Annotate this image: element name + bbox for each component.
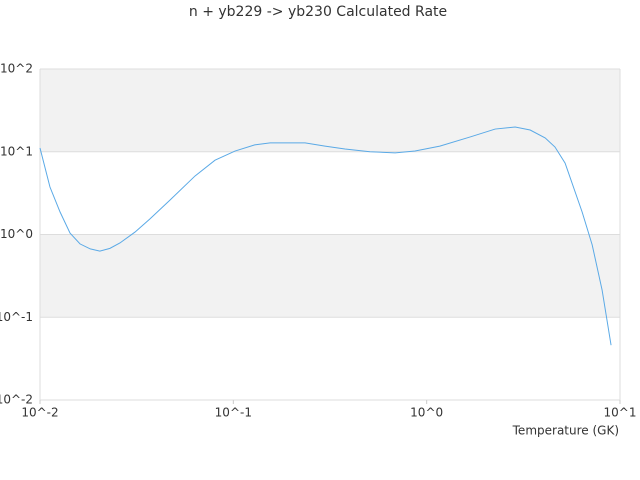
y-tick-label: 10^-2 [0,393,33,407]
grid-band [40,234,620,318]
x-tick-label: 10^1 [604,406,637,420]
data-line [39,126,612,346]
x-tick-label: 10^-1 [215,406,252,420]
y-tick-label: 10^-1 [0,310,33,324]
x-tick-label: 10^-2 [21,406,58,420]
x-axis-label: Temperature (GK) [512,424,619,438]
y-tick-label: 10^0 [0,227,33,241]
grid-band [40,69,620,152]
y-tick-label: 10^1 [0,144,33,158]
chart-title: n + yb229 -> yb230 Calculated Rate [189,4,447,20]
x-tick-label: 10^0 [410,406,443,420]
y-tick-label: 10^2 [0,62,33,76]
